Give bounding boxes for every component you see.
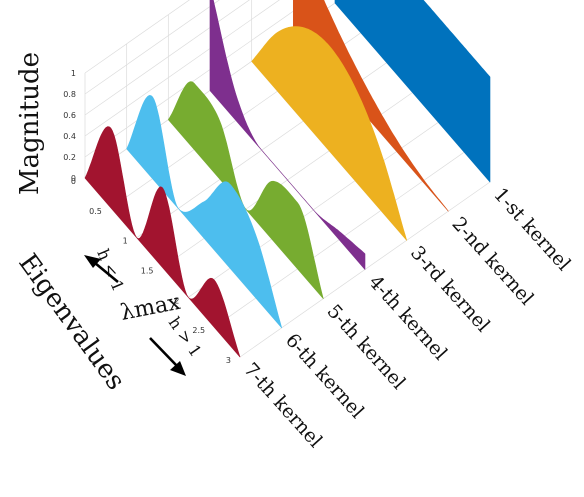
series-area-5 — [168, 81, 324, 299]
z-tick-label: 0.6 — [63, 111, 76, 120]
y-axis-ticks: 0 0.5 1 1.5 2 2.5 3 — [71, 177, 231, 365]
z-tick-label: 0.4 — [63, 132, 76, 141]
series-area-3 — [251, 26, 407, 241]
series-area-1 — [334, 0, 491, 183]
z-tick-label: 0.2 — [63, 153, 76, 162]
series-area-6 — [126, 95, 282, 329]
z-axis-ticks: 0 0.2 0.4 0.6 0.8 1 — [63, 69, 76, 183]
h-less-annotation: h < 1 — [93, 246, 128, 294]
y-tick-label: 3 — [226, 356, 231, 365]
y-tick-label: 0.5 — [89, 207, 102, 216]
arrow-down-right-icon — [149, 337, 186, 376]
z-axis-label: Magnitude — [15, 52, 45, 195]
y-tick-label: 1 — [123, 237, 128, 246]
z-tick-label: 0 — [71, 174, 76, 183]
y-tick-label: 1.5 — [141, 267, 154, 276]
z-tick-label: 0.8 — [63, 90, 76, 99]
z-tick-label: 1 — [71, 69, 76, 78]
y-tick-label: 2 — [174, 296, 179, 305]
y-tick-label: 0 — [71, 177, 76, 186]
y-tick-label: 2.5 — [192, 326, 205, 335]
arrow-up-left-icon — [84, 255, 119, 284]
series-area-7 — [84, 126, 241, 358]
h-greater-annotation: h > 1 — [165, 313, 206, 360]
chart-series — [84, 0, 491, 358]
series-area-4 — [209, 0, 366, 270]
